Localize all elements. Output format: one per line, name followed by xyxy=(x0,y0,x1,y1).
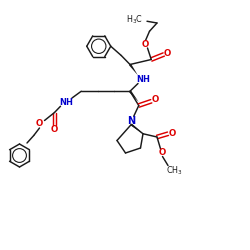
Text: O: O xyxy=(159,148,166,157)
Text: NH: NH xyxy=(59,98,73,107)
Text: O: O xyxy=(152,96,159,104)
Text: N: N xyxy=(127,116,135,126)
Text: O: O xyxy=(51,125,58,134)
Polygon shape xyxy=(130,124,143,134)
Text: O: O xyxy=(168,128,175,138)
Text: O: O xyxy=(36,119,43,128)
Text: O: O xyxy=(164,48,170,58)
Text: O: O xyxy=(142,40,149,49)
Polygon shape xyxy=(129,90,139,102)
Text: CH$_3$: CH$_3$ xyxy=(166,164,183,177)
Text: NH: NH xyxy=(136,75,150,84)
Polygon shape xyxy=(129,64,138,76)
Text: H$_3$C: H$_3$C xyxy=(126,14,143,26)
